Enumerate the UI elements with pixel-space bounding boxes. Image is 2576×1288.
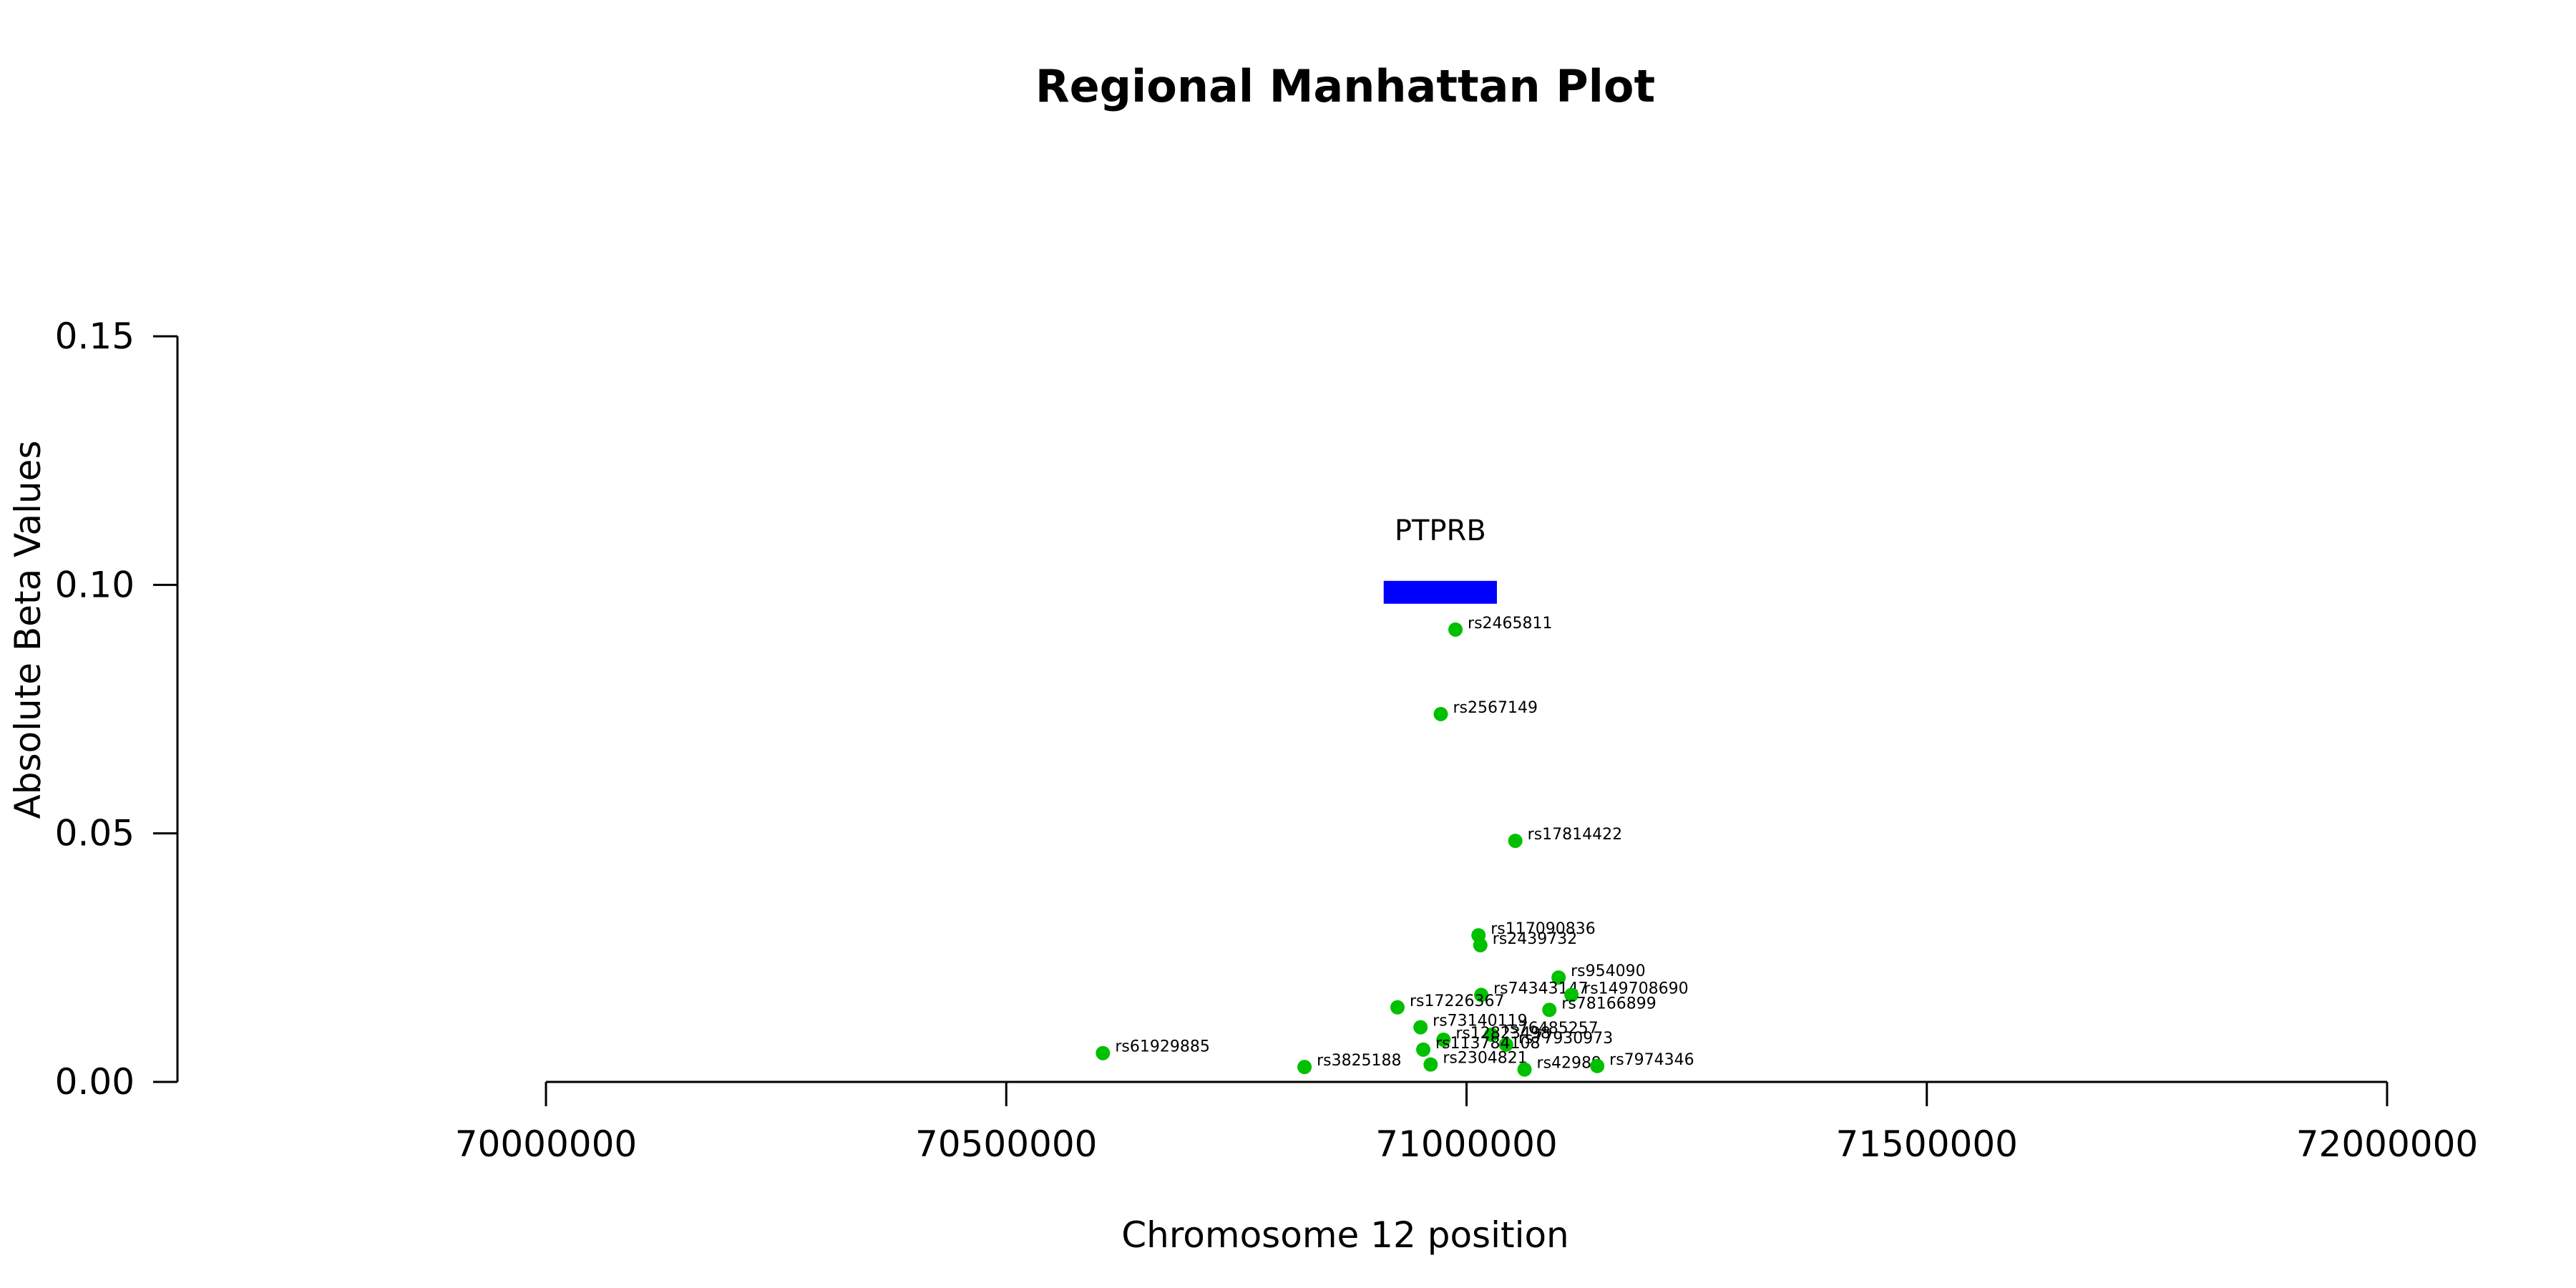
x-axis-label: Chromosome 12 position — [1121, 1214, 1569, 1256]
snp-point — [1508, 834, 1523, 849]
y-tick-label: 0.00 — [55, 1061, 135, 1103]
snp-point — [1448, 622, 1463, 637]
snp-point — [1484, 1028, 1499, 1043]
snp-label: rs17226367 — [1410, 992, 1504, 1010]
gene-track: PTPRB — [1383, 514, 1497, 604]
snp-label: rs117090836 — [1491, 920, 1595, 938]
snp-point — [1297, 1060, 1312, 1075]
x-axis: 70000000 70500000 71000000 71500000 72000000 — [455, 1080, 2479, 1165]
snp-label: rs17814422 — [1528, 826, 1622, 844]
snp-label: rs3825188 — [1317, 1052, 1402, 1070]
y-tick-label: 0.10 — [55, 564, 135, 605]
snp-point — [1474, 987, 1489, 1002]
snp-point — [1416, 1042, 1431, 1057]
snp-point — [1551, 970, 1566, 985]
x-tick-label: 71500000 — [1836, 1123, 2019, 1165]
x-tick-label: 70000000 — [455, 1123, 638, 1165]
snp-label: rs149708690 — [1584, 980, 1688, 997]
snp-point — [1423, 1057, 1438, 1072]
snp-point — [1517, 1062, 1532, 1077]
snp-label: rs77930973 — [1518, 1030, 1613, 1048]
snp-label: rs73140119 — [1433, 1013, 1527, 1030]
snp-point — [1564, 987, 1579, 1002]
snp-label: rs61929885 — [1115, 1038, 1209, 1056]
snp-label: rs2439732 — [1493, 930, 1578, 948]
y-tick-label: 0.05 — [55, 813, 135, 854]
snp-label: rs78166899 — [1561, 995, 1656, 1013]
snp-point — [1096, 1045, 1111, 1060]
y-axis: 0.00 0.05 0.10 0.15 — [55, 316, 179, 1103]
x-tick-label: 71000000 — [1375, 1123, 1558, 1165]
snp-point — [1390, 1000, 1405, 1015]
y-axis-label: Absolute Beta Values — [7, 441, 49, 819]
gene-label: PTPRB — [1395, 514, 1486, 547]
snp-point — [1498, 1037, 1513, 1052]
snp-label: rs113784108 — [1435, 1035, 1540, 1053]
y-tick-label: 0.15 — [55, 316, 135, 357]
snp-label: rs2465811 — [1468, 615, 1553, 633]
snp-label: rs954090 — [1571, 962, 1646, 980]
gene-bar — [1383, 580, 1497, 604]
snp-point — [1473, 937, 1488, 952]
snp-point — [1542, 1002, 1557, 1018]
snp-label: rs76485257 — [1503, 1020, 1598, 1038]
x-tick-label: 70500000 — [915, 1123, 1098, 1165]
snp-point — [1413, 1020, 1428, 1035]
snp-point — [1590, 1058, 1605, 1073]
snp-label: rs7974346 — [1609, 1051, 1694, 1069]
chart-title: Regional Manhattan Plot — [1035, 60, 1655, 112]
snp-point — [1436, 1032, 1451, 1047]
snp-label: rs2567149 — [1453, 699, 1538, 717]
snp-label: rs2304821 — [1443, 1050, 1528, 1068]
x-tick-label: 72000000 — [2296, 1123, 2479, 1165]
snp-point — [1433, 706, 1448, 721]
data-points: rs2465811rs2567149rs17814422rs117090836r… — [1096, 615, 1694, 1077]
